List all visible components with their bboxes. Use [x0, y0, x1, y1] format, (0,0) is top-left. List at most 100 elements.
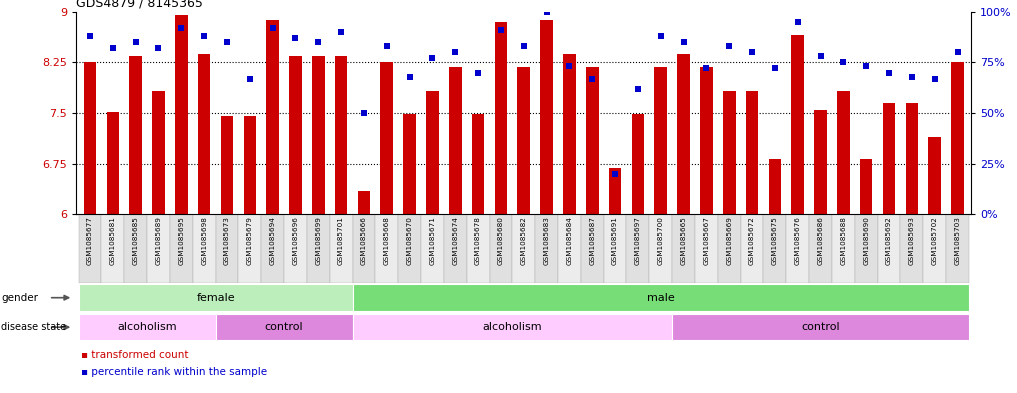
Text: GSM1085696: GSM1085696 [293, 216, 298, 265]
Text: control: control [264, 322, 303, 332]
Bar [107, 112, 119, 214]
Bar [426, 92, 438, 214]
Bar [443, 214, 467, 283]
Bar [855, 214, 878, 283]
Text: GSM1085701: GSM1085701 [338, 216, 344, 265]
Bar [672, 314, 969, 340]
Bar [238, 214, 261, 283]
Text: alcoholism: alcoholism [117, 322, 177, 332]
Bar [266, 20, 279, 214]
Text: GSM1085679: GSM1085679 [247, 216, 253, 265]
Bar [837, 92, 849, 214]
Bar [261, 214, 284, 283]
Text: GSM1085689: GSM1085689 [156, 216, 162, 265]
Bar [558, 214, 581, 283]
Bar [153, 92, 165, 214]
Text: GSM1085668: GSM1085668 [383, 216, 390, 265]
Bar [764, 214, 786, 283]
Bar [878, 214, 900, 283]
Text: GSM1085691: GSM1085691 [612, 216, 618, 265]
Bar [518, 67, 530, 214]
Text: GSM1085690: GSM1085690 [863, 216, 870, 265]
Text: GSM1085666: GSM1085666 [361, 216, 367, 265]
Text: GSM1085678: GSM1085678 [475, 216, 481, 265]
Bar [609, 168, 621, 214]
Text: GSM1085700: GSM1085700 [658, 216, 664, 265]
Bar [535, 214, 558, 283]
Text: GSM1085675: GSM1085675 [772, 216, 778, 265]
Text: GSM1085672: GSM1085672 [750, 216, 755, 265]
Bar [124, 214, 147, 283]
Text: GSM1085667: GSM1085667 [704, 216, 710, 265]
Bar [494, 22, 507, 214]
Bar [289, 56, 302, 214]
Text: gender: gender [1, 293, 38, 303]
Bar [883, 103, 895, 214]
Bar [905, 103, 918, 214]
Bar [404, 114, 416, 214]
Bar [198, 53, 211, 214]
Bar [540, 20, 553, 214]
Bar [284, 214, 307, 283]
Bar [83, 62, 97, 214]
Bar [810, 214, 832, 283]
Bar [900, 214, 923, 283]
Text: GDS4879 / 8145365: GDS4879 / 8145365 [76, 0, 203, 9]
Text: female: female [196, 293, 235, 303]
Bar [216, 214, 238, 283]
Text: GSM1085697: GSM1085697 [635, 216, 641, 265]
Bar [147, 214, 170, 283]
Bar [448, 67, 462, 214]
Bar [632, 114, 644, 214]
Text: GSM1085682: GSM1085682 [521, 216, 527, 265]
Bar [102, 214, 124, 283]
Bar [718, 214, 740, 283]
Text: ▪ percentile rank within the sample: ▪ percentile rank within the sample [81, 367, 267, 377]
Bar [380, 62, 393, 214]
Text: male: male [647, 293, 674, 303]
Bar [170, 214, 192, 283]
Bar [923, 214, 946, 283]
Bar [860, 159, 873, 214]
Text: GSM1085686: GSM1085686 [818, 216, 824, 265]
Bar [399, 214, 421, 283]
Text: ▪ transformed count: ▪ transformed count [81, 350, 189, 360]
Bar [375, 214, 399, 283]
Text: GSM1085671: GSM1085671 [429, 216, 435, 265]
Bar [672, 214, 695, 283]
Bar [243, 116, 256, 214]
Text: GSM1085674: GSM1085674 [453, 216, 459, 265]
Bar [307, 214, 330, 283]
Bar [649, 214, 672, 283]
Bar [745, 92, 759, 214]
Bar [467, 214, 489, 283]
Bar [695, 214, 718, 283]
Bar [78, 285, 353, 311]
Bar [769, 159, 781, 214]
Bar [175, 15, 187, 214]
Text: GSM1085703: GSM1085703 [955, 216, 960, 265]
Bar [78, 214, 102, 283]
Bar [929, 137, 941, 214]
Bar [791, 35, 804, 214]
Bar [723, 92, 735, 214]
Bar [563, 53, 576, 214]
Bar [655, 67, 667, 214]
Bar [221, 116, 233, 214]
Text: GSM1085670: GSM1085670 [407, 216, 413, 265]
Text: GSM1085683: GSM1085683 [543, 216, 549, 265]
Bar [312, 56, 324, 214]
Bar [192, 214, 216, 283]
Text: disease state: disease state [1, 322, 66, 332]
Text: GSM1085669: GSM1085669 [726, 216, 732, 265]
Text: GSM1085665: GSM1085665 [680, 216, 686, 265]
Text: GSM1085694: GSM1085694 [270, 216, 276, 265]
Bar [216, 314, 353, 340]
Bar [330, 214, 353, 283]
Bar [815, 110, 827, 214]
Bar [951, 62, 964, 214]
Text: alcoholism: alcoholism [482, 322, 542, 332]
Text: GSM1085681: GSM1085681 [110, 216, 116, 265]
Text: GSM1085692: GSM1085692 [886, 216, 892, 265]
Bar [78, 314, 216, 340]
